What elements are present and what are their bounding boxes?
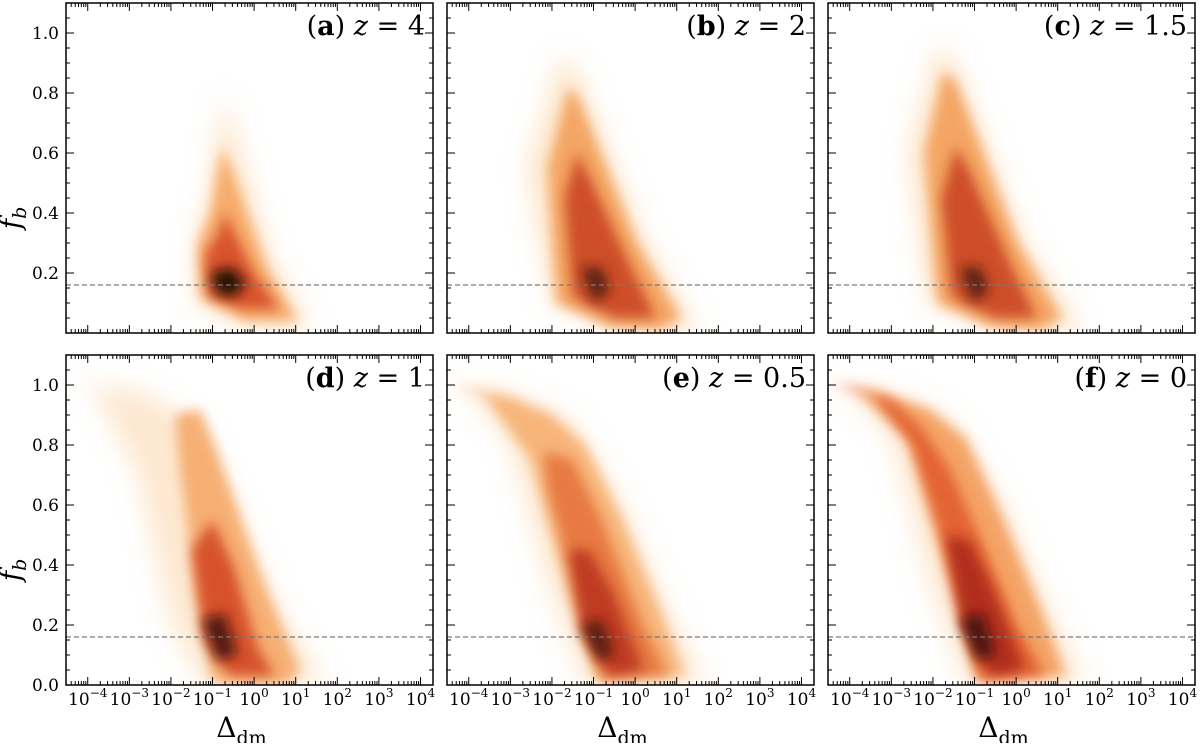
panel-e: 10−4 10−3 10−2 10−1 100 101 102 103 104 (e) z = 0…: [446, 354, 817, 748]
x-tick-label: 10−2: [913, 686, 952, 710]
x-tick-label: 10−4: [830, 686, 870, 710]
x-axis-label: Δdm: [597, 711, 647, 743]
x-tick-label: 102: [1085, 686, 1114, 710]
x-tick-label: 10−3: [110, 686, 149, 710]
density-map: [447, 385, 706, 685]
x-tick-label: 103: [745, 686, 774, 710]
y-tick-label: 0.2: [32, 616, 59, 636]
density-map: [195, 99, 313, 330]
y-tick-label: 0.8: [32, 84, 59, 104]
panel-f: 10−4 10−3 10−2 10−1 100 101 102 103 104 (f) z = 0…: [827, 354, 1198, 748]
x-tick-label: 10−1: [193, 686, 232, 710]
y-tick-label: 1.0: [32, 24, 59, 44]
y-axis-label: fb: [0, 207, 31, 232]
y-tick-label: 0.8: [32, 436, 59, 456]
x-tick-label: 102: [323, 686, 352, 710]
density-map: [527, 57, 702, 333]
x-tick-label: 100: [620, 686, 649, 710]
density-layer-4: [210, 267, 246, 297]
x-tick-label: 103: [1126, 686, 1155, 710]
x-tick-label: 102: [704, 686, 733, 710]
panel-title: (f) z = 0: [1075, 363, 1188, 394]
x-tick-label: 101: [1043, 686, 1072, 710]
panel-title: (c) z = 1.5: [1044, 11, 1187, 42]
density-layer-5: [581, 619, 615, 661]
y-tick-label: 1.0: [32, 376, 59, 396]
density-layer-4: [945, 535, 1025, 676]
y-tick-label: 0.6: [32, 496, 59, 516]
panel-c: (c) z = 1.5: [827, 2, 1196, 334]
x-tick-label: 10−1: [574, 686, 613, 710]
y-axis-label: fb: [0, 559, 31, 584]
y-tick-label: 0.2: [32, 264, 59, 284]
panel-title: (d) z = 1: [305, 363, 425, 394]
panel-title: (e) z = 0.5: [662, 363, 806, 394]
x-axis-label: Δdm: [216, 711, 266, 743]
x-tick-label: 10−4: [68, 686, 108, 710]
density-layer-5: [960, 613, 996, 661]
y-tick-label: 0.6: [32, 144, 59, 164]
panel-b: (b) z = 2: [446, 2, 815, 334]
y-tick-label: 0.4: [32, 204, 59, 224]
density-map: [67, 385, 325, 685]
panel-title: (b) z = 2: [686, 11, 806, 42]
x-tick-label: 10−3: [491, 686, 530, 710]
x-tick-label: 101: [662, 686, 691, 710]
x-tick-label: 103: [364, 686, 393, 710]
x-tick-label: 10−1: [955, 686, 994, 710]
x-tick-label: 100: [1001, 686, 1030, 710]
x-tick-label: 10−4: [449, 686, 489, 710]
panel-d: 0.0 0.2 0.4 0.6 0.8 1.0 10−4 10−3 10−2 10−1 100 101…: [0, 354, 436, 748]
x-tick-label: 10−3: [872, 686, 911, 710]
x-tick-label: 104: [787, 686, 817, 710]
x-axis-label: Δdm: [978, 711, 1028, 743]
density-map: [828, 385, 1087, 685]
density-layer-4: [568, 550, 644, 676]
x-tick-label: 10−2: [532, 686, 571, 710]
density-map: [908, 48, 1083, 333]
y-tick-label: 0.4: [32, 556, 59, 576]
x-tick-label: 101: [281, 686, 310, 710]
x-tick-label: 100: [239, 686, 268, 710]
panel-title: (a) z = 4: [307, 11, 425, 42]
panel-a: 0.2 0.4 0.6 0.8 1.0 (a) z = 4 fb: [0, 2, 434, 334]
x-tick-label: 104: [1168, 686, 1198, 710]
y-tick-label: 0.0: [32, 676, 59, 696]
x-tick-label: 104: [406, 686, 436, 710]
x-tick-label: 10−2: [151, 686, 190, 710]
density-layer-3: [543, 451, 669, 679]
